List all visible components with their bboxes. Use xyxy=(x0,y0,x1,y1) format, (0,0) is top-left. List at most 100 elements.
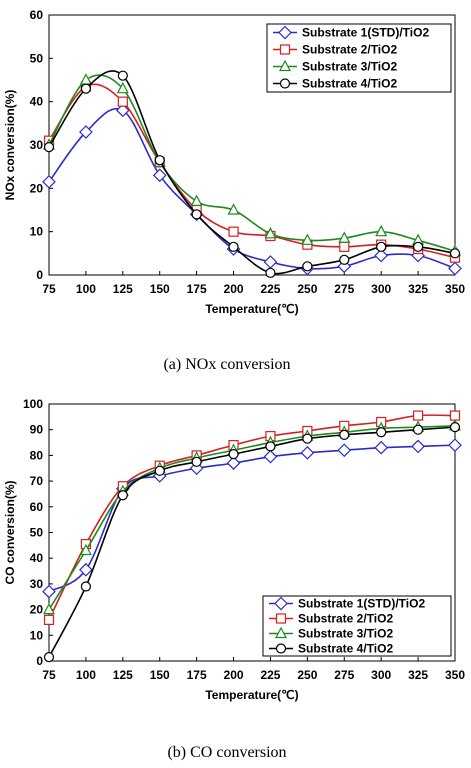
nox-conversion-chart: 0 10 20 30 40 50 60 75 100 125 150 175 200 225 250 275 3… xyxy=(3,8,465,316)
nox-x-tick-label: 75 xyxy=(42,282,56,296)
co-data-point xyxy=(300,445,315,460)
nox-x-tick-label: 275 xyxy=(334,282,354,296)
co-series-substrate-1-std-tio2 xyxy=(42,438,462,599)
co-y-tick-label: 70 xyxy=(30,474,44,488)
nox-x-tick-label: 125 xyxy=(113,282,133,296)
nox-legend-label: Substrate 1(STD)/TiO2 xyxy=(302,26,429,40)
co-x-tick-label: 325 xyxy=(408,668,428,682)
nox-data-point xyxy=(228,226,239,237)
nox-data-point xyxy=(264,227,277,239)
nox-data-point xyxy=(339,241,350,252)
co-data-point xyxy=(449,422,461,433)
co-data-point xyxy=(43,652,55,663)
co-data-point xyxy=(117,490,128,501)
co-y-axis-label: CO conversion(%) xyxy=(3,480,17,584)
nox-data-point xyxy=(375,224,388,237)
co-y-tick-label: 0 xyxy=(36,654,43,668)
nox-legend-box xyxy=(266,23,452,93)
nox-series-line xyxy=(48,70,456,275)
nox-data-point xyxy=(42,174,56,189)
co-data-point xyxy=(191,456,202,467)
co-x-axis-label: Temperature(℃) xyxy=(205,688,298,702)
nox-data-point xyxy=(448,261,462,276)
co-x-tick-label: 275 xyxy=(334,668,354,682)
co-data-point xyxy=(412,410,424,421)
nox-legend-marker xyxy=(279,78,291,89)
nox-x-tick-label: 175 xyxy=(187,282,207,296)
co-series-substrate-4-tio2 xyxy=(43,422,461,663)
co-legend-label: Substrate 2/TiO2 xyxy=(298,612,393,626)
nox-legend-entry: Substrate 1(STD)/TiO2 xyxy=(273,26,429,40)
co-x-tick-label: 125 xyxy=(113,668,133,682)
co-data-point xyxy=(79,543,92,556)
nox-data-point xyxy=(338,231,351,243)
nox-x-tick-label: 200 xyxy=(224,282,244,296)
nox-series-line xyxy=(48,74,456,252)
co-x-tick-label: 175 xyxy=(187,668,207,682)
co-x-tick-label: 75 xyxy=(42,668,56,682)
nox-data-point xyxy=(301,233,314,245)
co-legend-label: Substrate 1(STD)/TiO2 xyxy=(298,597,425,611)
nox-data-point xyxy=(191,209,202,220)
co-data-point xyxy=(228,449,239,460)
co-conversion-chart: 0 10 20 30 40 50 60 70 80 90 100 75 100 125 150 175 200 2… xyxy=(3,397,465,702)
co-legend-entry: Substrate 3/TiO2 xyxy=(269,627,393,641)
co-data-point xyxy=(263,449,278,464)
nox-legend-marker xyxy=(279,59,291,72)
nox-data-point xyxy=(265,267,276,278)
co-data-point xyxy=(374,440,389,455)
co-data-point xyxy=(42,584,56,599)
nox-series-substrate-1-std-tio2 xyxy=(42,103,462,276)
nox-y-tick-label: 60 xyxy=(30,8,44,22)
nox-y-tick-label: 20 xyxy=(30,181,44,195)
co-y-tick-label: 20 xyxy=(30,603,44,617)
co-data-point xyxy=(376,427,387,438)
co-x-tick-label: 225 xyxy=(260,668,280,682)
co-y-tick-label: 50 xyxy=(30,526,44,540)
co-x-tick-label: 250 xyxy=(297,668,317,682)
co-y-tick-label: 10 xyxy=(30,628,44,642)
nox-data-point xyxy=(412,241,424,252)
co-data-point xyxy=(80,581,92,592)
co-data-point xyxy=(43,602,55,615)
co-y-tick-label: 30 xyxy=(30,577,44,591)
nox-y-tick-label: 0 xyxy=(36,268,43,282)
nox-data-point xyxy=(79,125,93,139)
co-data-point xyxy=(411,439,425,454)
nox-data-point xyxy=(339,254,350,265)
co-y-tick-label: 60 xyxy=(30,500,44,514)
nox-x-tick-label: 350 xyxy=(445,282,465,296)
nox-x-tick-label: 150 xyxy=(150,282,170,296)
nox-data-point xyxy=(263,255,278,269)
co-data-point xyxy=(337,443,352,458)
nox-x-tick-label: 300 xyxy=(371,282,391,296)
nox-y-axis-label: NOx conversion(%) xyxy=(3,90,17,201)
nox-legend-entry: Substrate 3/TiO2 xyxy=(273,60,397,74)
nox-y-tick-label: 10 xyxy=(30,225,44,239)
co-legend-marker xyxy=(275,613,287,624)
co-data-point xyxy=(412,424,424,435)
co-data-point xyxy=(302,433,313,444)
co-data-point xyxy=(339,429,350,440)
nox-legend-marker xyxy=(279,44,291,55)
co-legend-label: Substrate 4/TiO2 xyxy=(298,642,393,656)
nox-data-point xyxy=(154,155,165,166)
co-data-point xyxy=(449,410,461,421)
nox-data-point xyxy=(152,168,167,183)
nox-legend-marker xyxy=(278,25,292,40)
co-data-point xyxy=(226,456,241,470)
nox-data-point xyxy=(190,194,203,206)
nox-x-tick-label: 100 xyxy=(76,282,96,296)
co-series-substrate-3-tio2 xyxy=(43,419,461,615)
co-y-tick-label: 80 xyxy=(30,448,44,462)
nox-data-point xyxy=(227,203,240,215)
co-data-point xyxy=(448,438,462,452)
nox-legend-entry: Substrate 2/TiO2 xyxy=(273,43,397,57)
co-data-point xyxy=(265,441,276,452)
nox-data-point xyxy=(115,103,130,118)
nox-data-point xyxy=(449,248,461,259)
co-y-tick-label: 100 xyxy=(23,397,43,411)
nox-data-point xyxy=(374,248,389,263)
